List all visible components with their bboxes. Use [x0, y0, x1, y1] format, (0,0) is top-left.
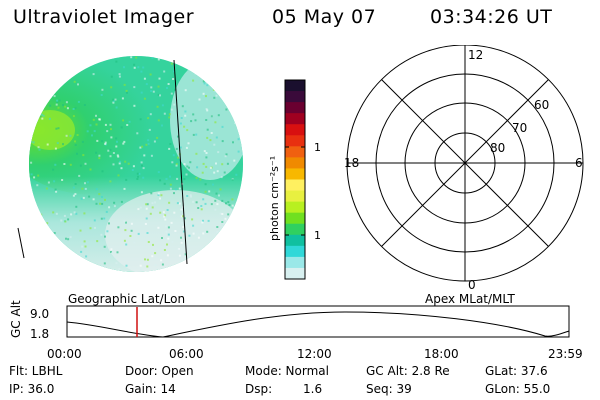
colorbar-cell	[285, 179, 305, 192]
strip-xtick-0600: 06:00	[169, 347, 204, 361]
colorbar-cell	[285, 245, 305, 258]
colorbar-cell	[285, 267, 305, 280]
colorbar: 100 10 photon cm⁻²s⁻¹	[268, 79, 320, 280]
gc-alt-info: GC Alt: 2.8 Re	[366, 364, 450, 378]
polar-diagonal-2	[381, 79, 549, 247]
polar-plot: 12 6 0 18 60 70 80	[344, 45, 584, 292]
colorbar-cell	[285, 80, 305, 92]
time-label: 03:34:26 UT	[430, 6, 553, 28]
glat-info: GLat: 37.6	[485, 364, 548, 378]
colorbar-cell	[285, 157, 305, 170]
strip-right-caption: Apex MLat/MLT	[425, 292, 515, 306]
colorbar-cell	[285, 135, 305, 147]
strip-ytick-9: 9.0	[30, 307, 49, 321]
door-info: Door: Open	[125, 364, 194, 378]
mlt-label-18: 18	[344, 156, 359, 170]
ip-info: IP: 36.0	[9, 382, 55, 396]
mlt-label-0: 0	[468, 278, 476, 292]
colorbar-cell	[285, 234, 305, 247]
colorbar-unit-label: photon cm⁻²s⁻¹	[268, 156, 281, 241]
mlt-label-12: 12	[468, 48, 483, 62]
altitude-curve	[66, 311, 570, 338]
glon-info: GLon: 55.0	[485, 382, 551, 396]
date-label: 05 May 07	[272, 6, 377, 28]
colorbar-cell	[285, 124, 305, 136]
strip-xtick-0000: 00:00	[47, 347, 82, 361]
colorbar-cell	[285, 223, 305, 236]
strip-ylabel: GC Alt	[9, 300, 23, 338]
mlat-label-60: 60	[534, 98, 549, 112]
colorbar-cell	[285, 256, 305, 269]
strip-xtick-1200: 12:00	[297, 347, 332, 361]
colorbar-cell	[285, 212, 305, 225]
colorbar-cell	[285, 201, 305, 214]
colorbar-frame	[284, 79, 306, 280]
orbit-strip: Geographic Lat/Lon Apex MLat/MLT GC Alt …	[9, 292, 583, 361]
uv-image-panel	[17, 56, 243, 272]
strip-xtick-2359: 23:59	[548, 347, 583, 361]
colorbar-cell	[285, 190, 305, 203]
mlat-label-80: 80	[490, 141, 505, 155]
terminator-line	[173, 59, 188, 265]
filter-info: Flt: LBHL	[9, 364, 63, 378]
strip-ytick-1.8: 1.8	[30, 327, 49, 341]
colorbar-cell	[285, 102, 305, 114]
dsp-info-label: Dsp:	[245, 382, 273, 396]
gain-info: Gain: 14	[125, 382, 176, 396]
dsp-info-value: 1.6	[303, 382, 323, 396]
mlat-label-70: 70	[512, 121, 527, 135]
uv-image-disk	[29, 56, 243, 272]
limb-tick-line	[17, 227, 25, 259]
app-title: Ultraviolet Imager	[13, 6, 195, 28]
colorbar-tick-100: 100	[314, 141, 320, 154]
colorbar-cell	[285, 113, 305, 125]
mlt-label-6: 6	[575, 156, 583, 170]
strip-left-caption: Geographic Lat/Lon	[68, 292, 185, 306]
colorbar-tick-10: 10	[314, 229, 320, 242]
colorbar-cell	[285, 168, 305, 181]
colorbar-cell	[285, 146, 305, 158]
colorbar-cell	[285, 91, 305, 103]
strip-xtick-1800: 18:00	[424, 347, 459, 361]
mode-info: Mode: Normal	[245, 364, 329, 378]
seq-info: Seq: 39	[366, 382, 412, 396]
colorbar-gradient	[285, 80, 305, 280]
strip-frame	[66, 305, 570, 338]
